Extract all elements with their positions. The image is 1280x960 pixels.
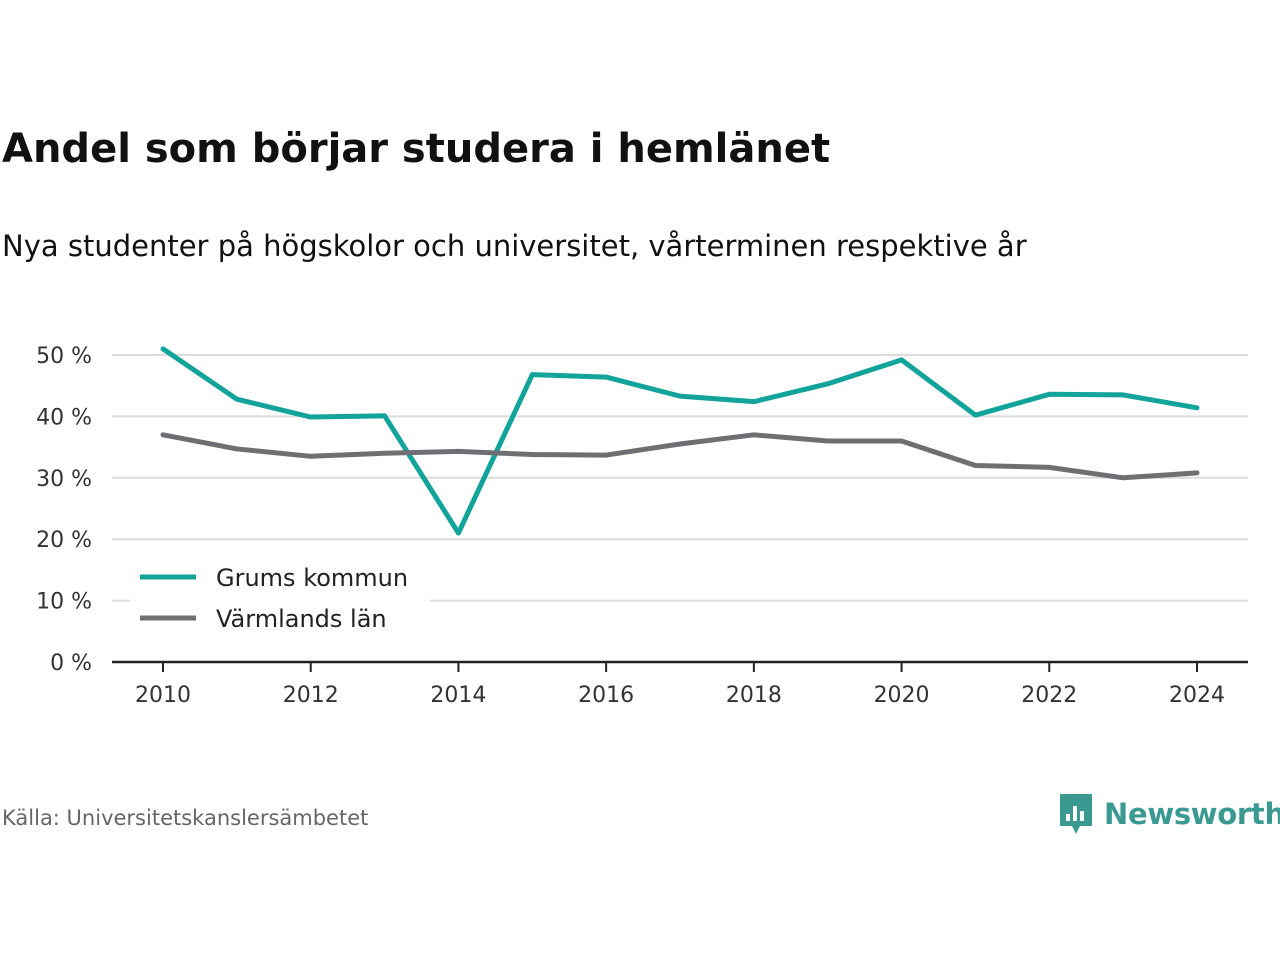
data-point [1195,405,1199,410]
data-point [678,394,682,399]
data-point [751,432,756,437]
data-point [1195,470,1199,475]
y-tick-label: 30 % [36,467,92,492]
data-point [751,399,756,404]
chart-title: Andel som börjar studera i hemlänet [2,126,831,172]
chart-subtitle: Nya studenter på högskolor och universit… [2,229,1027,263]
data-point [1047,392,1052,397]
data-point [973,463,978,468]
data-point [1047,465,1052,470]
brand-logo: Newsworthy [1058,790,1280,838]
data-point [1121,475,1126,480]
series-line-grums-kommun [160,346,1200,536]
data-point [899,357,904,362]
brand-name: Newsworthy [1104,797,1280,831]
data-point [530,452,535,457]
x-tick-label: 2018 [726,683,782,708]
y-tick-label: 40 % [36,405,92,430]
data-point [456,449,461,454]
data-point [530,372,535,377]
y-axis-tick-labels: 0 % 10 % 20 % 30 % 40 % 50 % [36,344,92,676]
x-tick-label: 2010 [135,683,191,708]
data-point [456,531,461,536]
data-point [234,397,239,402]
data-point [308,415,313,420]
data-point [678,442,682,447]
legend: Grums kommun Värmlands län [130,556,430,638]
data-point [234,446,239,451]
y-tick-label: 20 % [36,528,92,553]
newsworthy-logo-icon [1060,794,1092,834]
x-axis: 2010 2012 2014 2016 2018 2020 2022 2024 [112,660,1248,708]
x-tick-label: 2024 [1169,683,1225,708]
x-tick-label: 2022 [1021,683,1077,708]
data-point [604,453,609,458]
data-point [161,432,165,437]
data-point [161,346,165,351]
data-point [604,375,609,380]
data-point [308,454,313,459]
legend-background [130,556,430,638]
x-tick-label: 2012 [283,683,339,708]
data-point [973,413,978,418]
legend-label: Grums kommun [216,564,408,592]
data-point [899,438,904,443]
data-point [825,438,830,443]
series-lines [160,346,1200,536]
legend-label: Värmlands län [216,605,387,633]
series-line-varmlands-lan [160,432,1200,481]
x-tick-label: 2014 [430,683,486,708]
y-tick-label: 10 % [36,590,92,615]
data-point [382,451,387,456]
x-tick-label: 2020 [874,683,930,708]
source-note: Källa: Universitetskanslersämbetet [2,806,369,830]
data-point [1121,392,1126,397]
y-tick-label: 50 % [36,344,92,369]
data-point [382,413,387,418]
data-point [825,381,830,386]
y-tick-label: 0 % [50,651,92,676]
x-tick-label: 2016 [578,683,634,708]
